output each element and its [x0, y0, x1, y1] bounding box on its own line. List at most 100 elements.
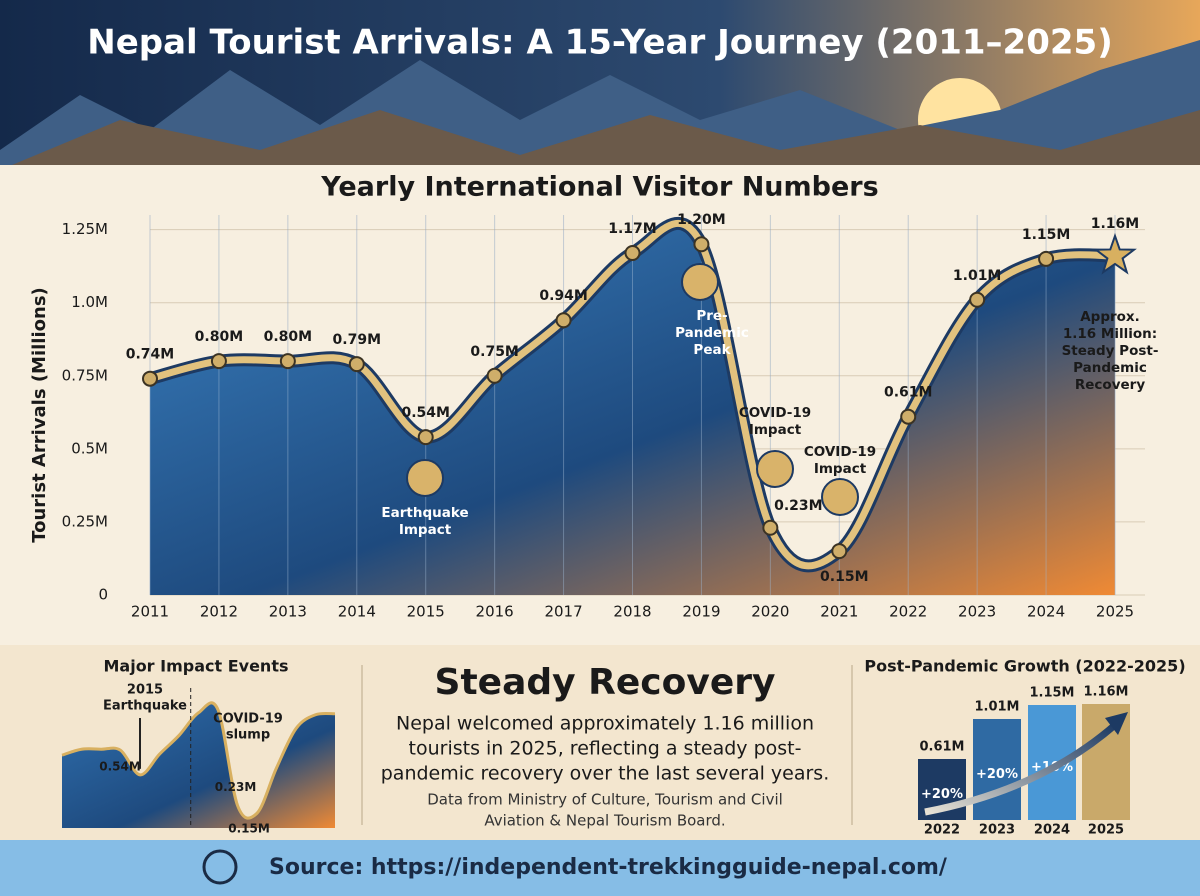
value-label: 1.20M	[677, 212, 725, 228]
summary-note: Data from Ministry of Culture, Tourism a…	[427, 791, 783, 809]
x-tick-label: 2020	[751, 603, 789, 621]
value-label: 0.15M	[228, 822, 270, 836]
icon	[821, 478, 859, 516]
chart-title: Yearly International Visitor Numbers	[320, 172, 878, 203]
x-tick-label: 2022	[889, 603, 927, 621]
value-label: 0.80M	[264, 329, 312, 345]
x-tick-label: 2018	[613, 603, 651, 621]
bar-chart-title: Post-Pandemic Growth (2022-2025)	[864, 657, 1185, 676]
x-tick-label: 2014	[338, 603, 376, 621]
annotation: Approx.	[1080, 309, 1140, 325]
hills	[0, 110, 1200, 170]
x-tick-label: 2021	[820, 603, 858, 621]
value-label: 1.01M	[974, 700, 1019, 715]
x-tick-label: 2017	[544, 603, 582, 621]
annotation: Earthquake	[103, 699, 187, 714]
mini-chart-title: Major Impact Events	[103, 657, 288, 676]
y-tick-label: 0.5M	[71, 439, 108, 457]
growth-label: +20%	[976, 767, 1018, 782]
annotation: Impact	[814, 461, 867, 477]
summary-text: Nepal welcomed approximately 1.16 millio…	[396, 713, 814, 735]
x-tick-label: 2013	[269, 603, 307, 621]
marker	[486, 367, 503, 384]
x-tick-label: 2016	[476, 603, 514, 621]
y-tick-label: 0.25M	[62, 512, 108, 530]
x-tick-label: 2023	[958, 603, 996, 621]
marker	[900, 408, 917, 425]
growth-label: +20%	[921, 787, 963, 802]
line	[149, 219, 1116, 570]
annotation: 2015	[127, 683, 163, 698]
annotation: Pandemic	[675, 325, 749, 341]
icon	[756, 450, 794, 488]
x-tick-label: 2019	[682, 603, 720, 621]
y-tick-label: 1.0M	[71, 293, 108, 311]
marker	[210, 353, 227, 370]
value-label: 1.15M	[1029, 686, 1074, 701]
annotation: Pandemic	[1073, 360, 1147, 376]
marker	[969, 291, 986, 308]
annotation: Pre-	[696, 308, 727, 324]
value-label: 0.94M	[539, 288, 587, 304]
marker	[417, 429, 434, 446]
x-tick-label: 2025	[1088, 823, 1124, 838]
marker	[762, 519, 779, 536]
mini-line	[61, 701, 336, 820]
x-tick-label: 2023	[979, 823, 1015, 838]
page-title: Nepal Tourist Arrivals: A 15-Year Journe…	[87, 23, 1112, 63]
annotation: COVID-19	[739, 405, 811, 421]
value-label: 0.23M	[215, 780, 257, 794]
x-tick-label: 2024	[1034, 823, 1070, 838]
x-tick-label: 2012	[200, 603, 238, 621]
annotation: Impact	[399, 522, 452, 538]
annotation: COVID-19	[213, 712, 283, 727]
annotation: COVID-19	[804, 444, 876, 460]
value-label: 0.23M	[774, 498, 822, 514]
value-label: 1.16M	[1091, 216, 1139, 232]
x-tick-label: 2025	[1096, 603, 1134, 621]
trend-arrow	[924, 722, 1118, 816]
marker	[1038, 250, 1055, 267]
y-tick-label: 0.75M	[62, 366, 108, 384]
annotation: 1.16 Million:	[1063, 326, 1157, 342]
marker	[693, 236, 710, 253]
value-label: 0.15M	[820, 569, 868, 585]
marker	[831, 543, 848, 560]
value-label: 0.75M	[470, 344, 518, 360]
value-label: 0.54M	[401, 405, 449, 421]
annotation: Steady Post-	[1062, 343, 1159, 359]
x-tick-label: 2024	[1027, 603, 1065, 621]
value-label: 1.01M	[953, 268, 1001, 284]
icon	[406, 459, 444, 497]
value-label: 1.17M	[608, 221, 656, 237]
value-label: 0.61M	[919, 740, 964, 755]
globe-icon	[202, 849, 238, 885]
y-tick-label: 1.25M	[62, 220, 108, 238]
marker	[555, 312, 572, 329]
marker-star	[1093, 232, 1137, 275]
marker	[348, 356, 365, 373]
value-label: 1.16M	[1083, 685, 1128, 700]
y-tick-label: 0	[98, 586, 108, 604]
annotation: Earthquake	[381, 505, 468, 521]
x-tick-label: 2022	[924, 823, 960, 838]
value-label: 0.79M	[333, 332, 381, 348]
y-axis-label: Tourist Arrivals (Millions)	[29, 287, 50, 543]
source: Source: https://independent-trekkingguid…	[269, 855, 948, 880]
annotation: Peak	[693, 342, 731, 358]
value-label: 0.74M	[126, 347, 174, 363]
summary-text: pandemic recovery over the last several …	[381, 763, 830, 785]
footer-bg	[0, 840, 1200, 896]
value-label: 0.80M	[195, 329, 243, 345]
value-label: 0.61M	[884, 385, 932, 401]
icon	[681, 263, 719, 301]
x-tick-label: 2015	[407, 603, 445, 621]
annotation: Recovery	[1075, 377, 1145, 393]
marker	[624, 245, 641, 261]
summary-note: Aviation & Nepal Tourism Board.	[484, 812, 725, 830]
x-tick-label: 2011	[131, 603, 169, 621]
value-label: 0.54M	[99, 759, 141, 773]
value-label: 1.15M	[1022, 227, 1070, 243]
summary-heading: Steady Recovery	[435, 662, 776, 703]
